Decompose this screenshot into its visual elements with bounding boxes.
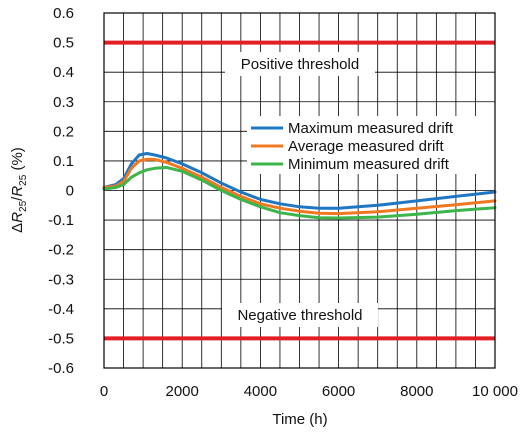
x-tick-label: 0	[100, 383, 108, 400]
series-line-average	[102, 157, 497, 216]
y-tick-label: -0.2	[48, 242, 74, 259]
legend-background	[247, 116, 502, 174]
y-tick-label: -0.1	[48, 212, 74, 229]
series-line-maximum	[102, 152, 497, 210]
x-tick-label: 6000	[322, 383, 355, 400]
y-tick-label: 0.5	[53, 35, 74, 52]
y-tick-label: 0.1	[53, 153, 74, 170]
y-tick-label: 0	[66, 183, 74, 200]
y-tick-label: 0.6	[53, 5, 74, 22]
series-lines	[102, 152, 497, 220]
positive-threshold-label: Positive threshold	[241, 56, 359, 73]
plot-frame	[103, 12, 496, 369]
x-axis-label: Time (h)	[272, 411, 327, 428]
y-tick-label: 0.3	[53, 94, 74, 111]
positive-threshold-label-bg	[225, 52, 375, 76]
x-tick-label: 8000	[400, 383, 433, 400]
legend: Maximum measured drift Average measured …	[247, 116, 502, 174]
series-line-minimum	[102, 165, 497, 220]
y-tick-label: -0.3	[48, 271, 74, 288]
y-tick-label: -0.5	[48, 330, 74, 347]
x-tick-labels: 0 2000 4000 6000 8000 10 000	[100, 383, 518, 400]
y-axis-label: ΔR25/R25 (%)	[9, 147, 29, 233]
legend-label-maximum: Maximum measured drift	[288, 120, 454, 137]
x-tick-label: 2000	[166, 383, 199, 400]
legend-label-minimum: Minimum measured drift	[288, 156, 450, 173]
legend-label-average: Average measured drift	[288, 138, 444, 155]
y-tick-label: 0.2	[53, 123, 74, 140]
negative-threshold-label-bg	[222, 303, 378, 327]
y-tick-label: -0.6	[48, 360, 74, 377]
y-tick-label: -0.4	[48, 301, 74, 318]
y-tick-label: 0.4	[53, 64, 74, 81]
x-tick-label: 4000	[244, 383, 277, 400]
negative-threshold-label: Negative threshold	[237, 307, 362, 324]
threshold-lines	[104, 40, 495, 341]
x-tick-label: 10 000	[472, 383, 518, 400]
y-tick-labels: 0.6 0.5 0.4 0.3 0.2 0.1 0 -0.1 -0.2 -0.3 -0.4 -0.5 -…	[48, 5, 74, 377]
